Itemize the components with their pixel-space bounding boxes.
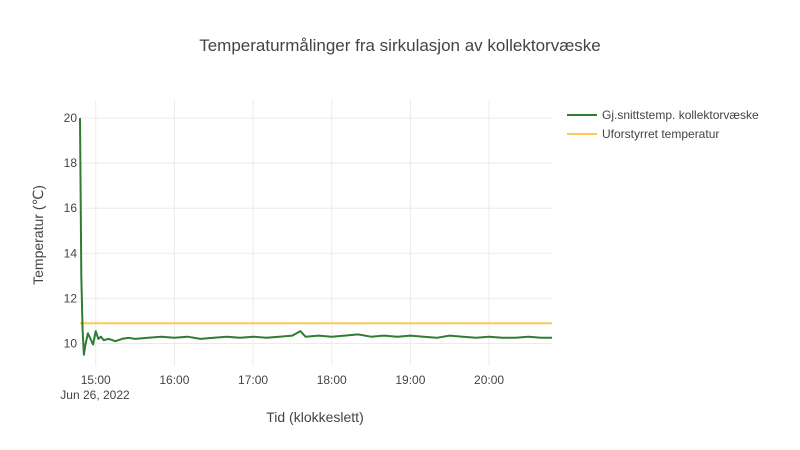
- series-layer: [79, 117, 552, 356]
- chart-title: Temperaturmålinger fra sirkulasjon av ko…: [199, 36, 601, 55]
- legend-label-series-2: Uforstyrret temperatur: [602, 127, 719, 141]
- x-tick-label: 16:00: [159, 373, 189, 387]
- legend[interactable]: Gj.snittstemp. kollektorvæske Uforstyrre…: [567, 108, 759, 141]
- y-tick-label: 20: [64, 111, 78, 125]
- x-tick-label: 15:00: [81, 373, 111, 387]
- x-date-label: Jun 26, 2022: [60, 388, 130, 402]
- series-line-1: [79, 117, 552, 356]
- legend-item-series-1[interactable]: Gj.snittstemp. kollektorvæske: [567, 108, 759, 122]
- y-tick-label: 12: [64, 291, 78, 305]
- y-axis-title: Temperatur (℃): [30, 185, 46, 285]
- y-tick-label: 10: [64, 336, 78, 350]
- x-tick-label: 20:00: [474, 373, 504, 387]
- y-axis-ticks: 10 12 14 16 18 20: [64, 111, 78, 350]
- x-tick-label: 18:00: [317, 373, 347, 387]
- grid: [80, 100, 552, 366]
- x-tick-label: 19:00: [395, 373, 425, 387]
- x-tick-label: 17:00: [238, 373, 268, 387]
- x-axis-ticks: 15:00 16:00 17:00 18:00 19:00 20:00: [81, 373, 505, 387]
- y-tick-label: 16: [64, 201, 78, 215]
- legend-item-series-2[interactable]: Uforstyrret temperatur: [567, 127, 719, 141]
- y-tick-label: 18: [64, 156, 78, 170]
- x-axis-title: Tid (klokkeslett): [266, 409, 364, 425]
- legend-label-series-1: Gj.snittstemp. kollektorvæske: [602, 108, 759, 122]
- y-tick-label: 14: [64, 246, 78, 260]
